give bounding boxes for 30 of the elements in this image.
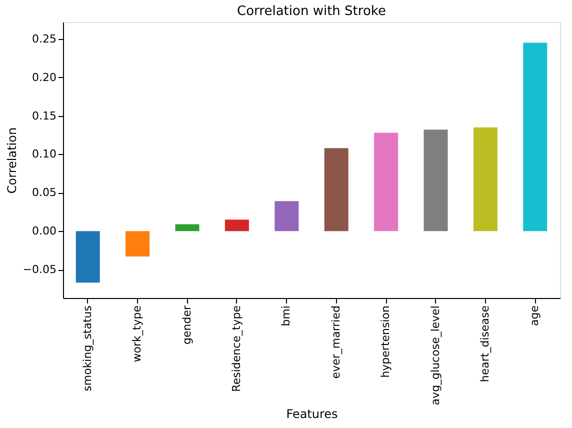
bar: [76, 231, 100, 283]
x-tick-label: work_type: [130, 305, 144, 362]
y-tick-label: 0.05: [32, 186, 56, 200]
bar: [523, 42, 548, 232]
bar: [473, 127, 498, 232]
x-tick-label: smoking_status: [80, 305, 94, 392]
y-tick-label: 0.20: [32, 70, 56, 84]
x-tick-label: Residence_type: [230, 305, 243, 392]
y-tick-label: 0.25: [32, 32, 56, 46]
x-tick-label: bmi: [280, 306, 293, 326]
bar: [126, 231, 150, 256]
x-tick-label: hypertension: [379, 305, 392, 378]
x-tick-label: avg_glucose_level: [428, 306, 442, 406]
y-tick-label: 0.15: [32, 109, 56, 122]
x-tick-label: ever_married: [329, 306, 342, 379]
bar: [224, 220, 249, 232]
bar: [175, 224, 200, 232]
bar: [324, 148, 348, 232]
bar: [374, 132, 398, 232]
bar: [424, 130, 448, 232]
x-tick-label: heart_disease: [478, 305, 492, 382]
chart-title: Correlation with Stroke: [237, 4, 386, 19]
x-axis-title: Features: [286, 407, 338, 422]
x-tick-label: gender: [180, 305, 194, 344]
y-tick-label: −0.05: [22, 263, 56, 276]
y-axis-title: Correlation: [4, 127, 19, 194]
x-tick-label: age: [528, 305, 542, 326]
y-tick-label: 0.10: [32, 148, 56, 161]
bar: [274, 201, 299, 232]
y-tick-label: 0.00: [32, 224, 56, 238]
